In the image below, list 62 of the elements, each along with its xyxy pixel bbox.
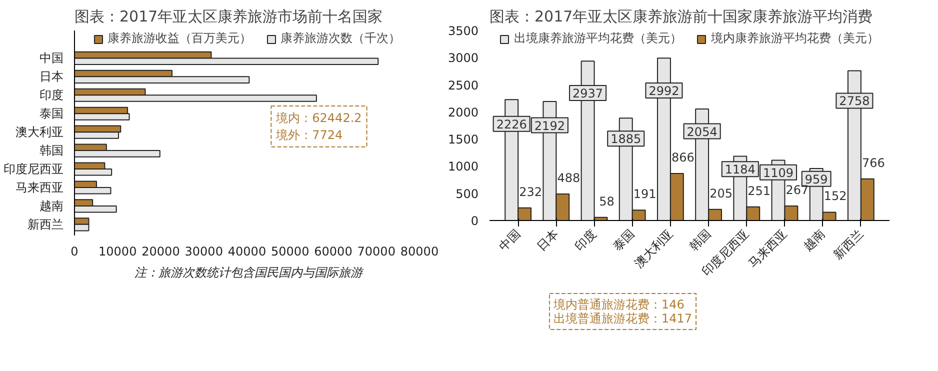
y-tick-label: 2500 [448,78,479,92]
y-tick-label: 3500 [448,24,479,38]
data-label: 2937 [572,86,604,100]
x-tick-label: 80000 [400,244,439,258]
x-tick-label: 新西兰 [830,226,866,262]
x-tick-label: 中国 [496,226,524,254]
data-label: 232 [519,184,542,199]
data-label: 2992 [648,84,680,98]
y-tick-label: 印度 [40,88,64,102]
y-tick-label: 2000 [448,105,479,120]
data-label: 251 [748,184,771,198]
x-tick-label: 韩国 [686,226,714,254]
y-tick-label: 日本 [40,70,64,84]
chart-title: 图表：2017年亚太区康养旅游前十国家康养旅游平均消费 [490,8,873,26]
legend-label: 出境康养旅游平均花费（美元） [514,30,682,47]
x-tick-label: 70000 [357,244,396,258]
data-label: 2758 [839,94,870,108]
legend-label: 康养旅游收益（百万美元） [108,30,252,47]
text: 注：旅游次数统计包含国民国内与国际旅游 [134,266,364,280]
data-label: 959 [804,172,828,186]
data-label: 1109 [762,166,794,180]
legend-label: 境内康养旅游平均花费（美元） [711,30,879,47]
legend-label: 康养旅游次数（千次） [280,30,400,47]
data-label: 1885 [610,132,642,146]
y-tick-label: 新西兰 [28,217,64,232]
data-label: 205 [710,186,732,200]
x-tick-label: 50000 [271,244,310,258]
x-tick-label: 10000 [98,244,137,258]
y-tick-label: 500 [456,186,478,201]
data-label: 2226 [496,117,527,132]
y-tick-label: 泰国 [40,106,64,121]
x-tick-label: 40000 [228,244,266,258]
x-tick-label: 越南 [800,226,828,254]
y-tick-label: 韩国 [40,144,64,158]
x-tick-label: 印度 [572,226,600,254]
y-tick-label: 马来西亚 [16,180,64,194]
chart-title: 图表：2017年亚太区康养旅游市场前十名国家 [74,8,383,26]
data-label: 488 [557,171,580,186]
data-label: 1184 [724,162,756,177]
data-label: 866 [671,150,694,164]
x-tick-label: 泰国 [610,226,638,254]
x-tick-label: 日本 [534,226,562,254]
data-label: 58 [599,194,614,208]
y-tick-label: 越南 [40,198,64,213]
y-tick-label: 印度尼西亚 [4,162,64,176]
data-label: 152 [824,189,847,204]
text: 境内普通旅游花费：146 出境普通旅游花费：1417 [552,298,692,326]
y-tick-label: 中国 [40,51,64,66]
data-label: 766 [862,156,885,170]
y-tick-label: 1000 [448,160,479,174]
data-label: 2192 [534,118,565,133]
data-label: 2054 [686,124,718,139]
y-tick-label: 澳大利亚 [16,125,64,140]
y-tick-label: 1500 [448,132,479,147]
x-tick-label: 20000 [142,244,180,258]
y-tick-label: 3000 [448,51,479,66]
data-label: 191 [633,187,656,202]
x-tick-label: 0 [70,244,78,258]
x-tick-label: 60000 [314,244,352,258]
y-tick-label: 0 [470,214,479,228]
x-tick-label: 30000 [184,244,223,258]
annotation: 境内：62442.2 境外：7724 [275,111,362,142]
